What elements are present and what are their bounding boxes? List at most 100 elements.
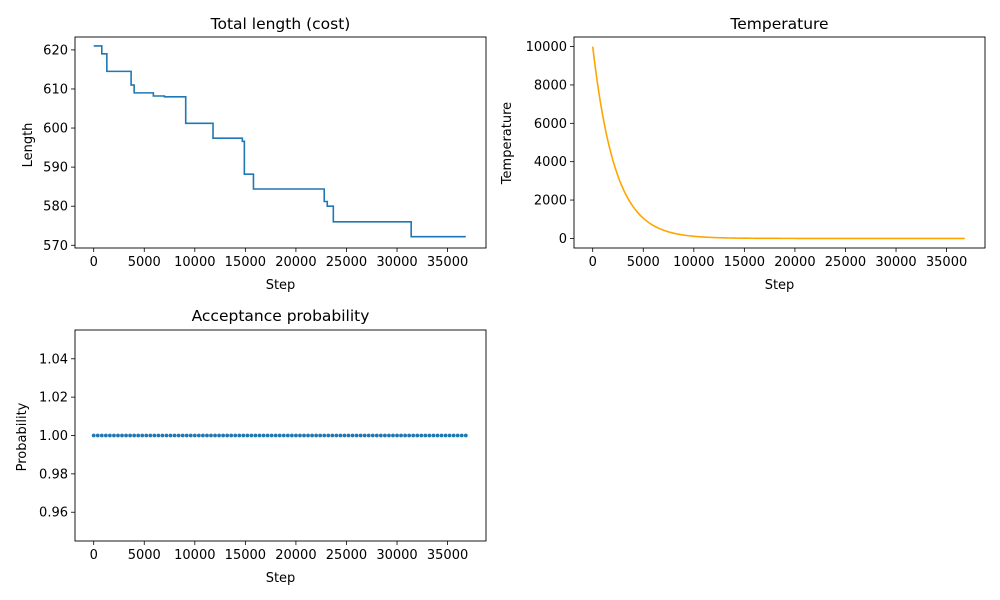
scatter-point [148,433,153,438]
scatter-point [289,433,294,438]
scatter-point [237,433,242,438]
scatter-point [99,433,104,438]
scatter-point [423,433,428,438]
x-tick-label: 35000 [427,548,468,563]
series-layer [93,45,466,238]
x-tick-label: 0 [90,255,98,270]
scatter-point [221,433,226,438]
scatter-point [314,433,319,438]
scatter-point [196,433,201,438]
scatter-point [156,433,161,438]
y-tick-label: 610 [43,82,68,97]
scatter-point [253,433,258,438]
scatter-point [403,433,408,438]
x-tick-label: 30000 [376,548,417,563]
x-tick-label: 25000 [326,548,367,563]
scatter-point [116,433,120,438]
x-tick-label: 10000 [673,255,714,270]
scatter-point [91,433,96,438]
scatter-point [249,433,254,438]
scatter-point [455,433,460,438]
plot-frame [74,329,487,542]
scatter-point [407,433,412,438]
scatter-point [184,433,189,438]
series-line-length [93,45,466,238]
scatter-point [188,433,193,438]
subplot-acceptance-probability: Acceptance probability Step Probability … [15,307,487,586]
y-axis-label: Temperature [500,102,515,185]
scatter-point [326,433,331,438]
scatter-point [370,433,375,438]
scatter-point [241,433,246,438]
scatter-point [132,433,137,438]
series-layer [91,433,468,438]
scatter-point [192,433,197,438]
scatter-point [318,433,323,438]
x-tick-label: 25000 [326,255,367,270]
scatter-point [144,433,149,438]
x-tick-label: 25000 [825,255,866,270]
x-tick-label: 5000 [128,548,161,563]
plot-frame [573,36,986,249]
x-tick-label: 30000 [875,255,916,270]
y-axis-label: Length [21,123,36,168]
scatter-point [443,433,448,438]
scatter-point [306,433,310,438]
x-tick-label: 15000 [225,548,266,563]
x-axis-label: Step [765,278,795,293]
x-tick-label: 10000 [174,255,215,270]
scatter-point [362,433,367,438]
y-tick-label: 590 [43,161,68,176]
scatter-point [172,433,177,438]
scatter-point [395,433,399,438]
subplot-total-length: Total length (cost) Step Length 0 5000 100… [21,15,487,293]
scatter-point [120,433,124,438]
scatter-point [213,433,217,438]
y-tick-label: 1.04 [39,352,68,367]
subplot-temperature: Temperature Step Temperature 0 5000 10000 1… [500,15,986,293]
x-tick-label: 35000 [926,255,967,270]
scatter-point [176,433,181,438]
x-tick-label: 15000 [724,255,765,270]
x-tick-label: 15000 [225,255,266,270]
y-tick-label: 580 [43,200,68,215]
scatter-point [419,433,424,438]
chart-title: Total length (cost) [210,15,351,33]
scatter-point [342,433,347,438]
scatter-point [128,433,133,438]
x-tick-label: 0 [589,255,597,270]
scatter-point [217,433,221,438]
scatter-point [451,433,456,438]
scatter-point [322,433,327,438]
series-line-temperature [591,46,965,240]
x-tick-label: 5000 [128,255,161,270]
scatter-point [152,433,157,438]
scatter-point [374,433,379,438]
scatter-point [435,433,440,438]
scatter-point [180,433,185,438]
scatter-point [160,433,165,438]
scatter-point [346,433,351,438]
y-tick-label: 0.98 [39,467,68,482]
y-tick-label: 2000 [534,194,567,209]
y-tick-label: 0.96 [39,506,68,521]
y-tick-label: 600 [43,122,68,137]
scatter-point [107,433,112,438]
scatter-point [168,433,173,438]
scatter-point [269,433,274,438]
y-tick-label: 4000 [534,155,567,170]
x-tick-label: 20000 [774,255,815,270]
scatter-point [463,433,468,438]
series-layer [591,46,965,240]
scatter-point [411,433,416,438]
y-tick-label: 1.00 [39,429,68,444]
scatter-point [334,433,339,438]
y-tick-label: 570 [43,239,68,254]
scatter-point [338,433,343,438]
scatter-point [399,433,403,438]
scatter-point [225,433,230,438]
scatter-point [378,433,383,438]
scatter-point [124,433,128,438]
scatter-point [164,433,169,438]
